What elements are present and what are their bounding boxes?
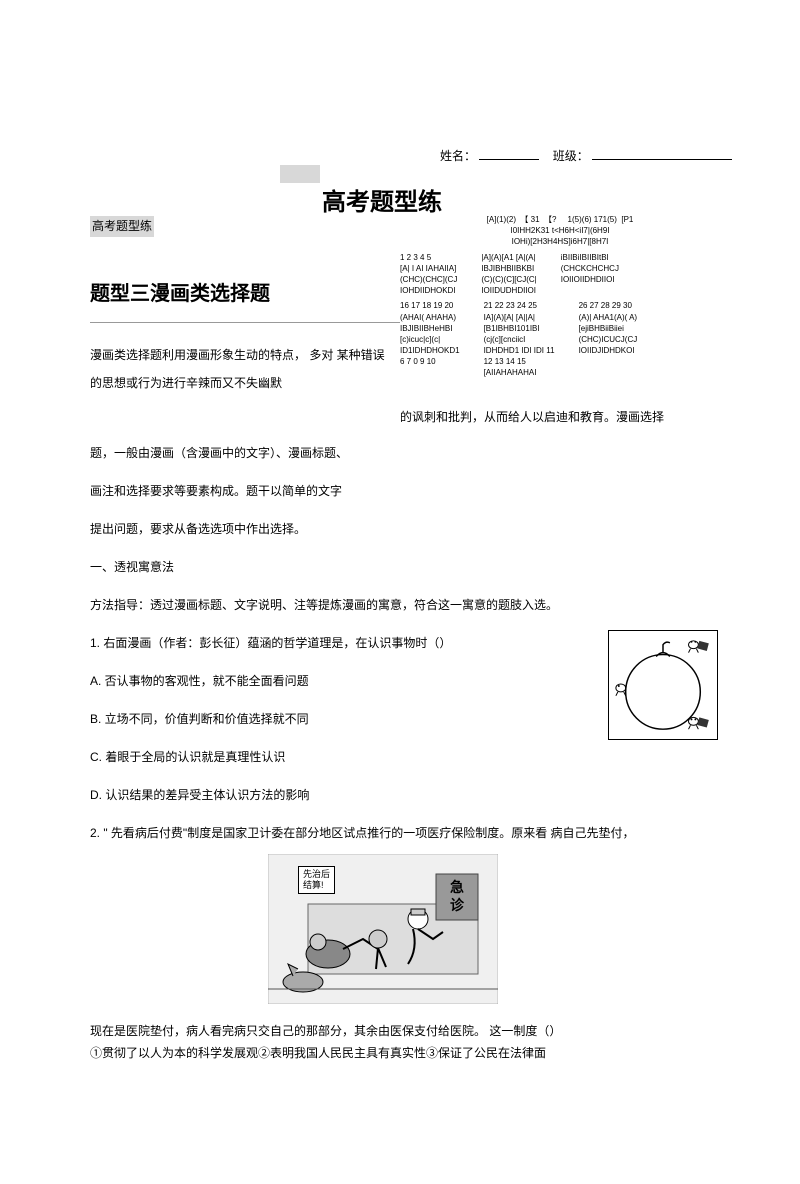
class-label: 班级： [553,149,589,163]
paragraph-1: 漫画类选择题利用漫画形象生动的特点， 多对 某种错误 [90,346,410,365]
noise-t: IOIIOIIDHDIIOI [561,274,619,285]
hospital-cartoon-image: 急 诊 先治后 结算! [268,854,498,1004]
noise-t: 1 2 3 4 5 [400,252,457,263]
noise-t: (AHAI( AHAHA) [400,312,460,323]
paragraph-5: 提出问题，要求从备选选项中作出选择。 [90,520,710,539]
noise-r2col1: 16 17 18 19 20 (AHAI( AHAHA) IBJIBIIBHeH… [400,300,460,378]
noise-t: IBJIBHBIIBKBI [481,263,536,274]
noise-t: IOHDIIDHOKDI [400,285,457,296]
svg-text:诊: 诊 [450,897,465,913]
noise-t: (CHC)(CHC](CJ [400,274,457,285]
noise-t: 12 13 14 15 [484,356,555,367]
noise-r2col2: 21 22 23 24 25 IA](A)[A| [A||A| [B1IBHBI… [484,300,555,378]
paragraph-3: 题，一般由漫画（含漫画中的文字）、漫画标题、 [90,444,710,463]
option-b: B. 立场不同，价值判断和价值选择就不同 [90,710,610,729]
class-blank [592,146,732,160]
paragraph-7: 方法指导：透过漫画标题、文字说明、注等提炼漫画的寓意，符合这一寓意的题肢入选。 [90,596,710,615]
noise-r2col3: 26 27 28 29 30 (A)| AHA1(A)( A) [ejiBHBi… [579,300,638,378]
noise-l1: [A](1)(2) 【 31 【? 1(5)(6) 171(5) [P1 [400,214,720,225]
section-title: 题型三漫画类选择题 [90,278,270,310]
sign-text: 先治后 结算! [298,866,335,894]
noise-col2: |A](A)[A1 [A|(A| IBJIBHBIIBKBI (C)(C)(C]… [481,252,536,297]
noise-t: 26 27 28 29 30 [579,300,638,311]
option-c: C. 着眼于全局的认识就是真理性认识 [90,748,610,767]
noise-t: 21 22 23 24 25 [484,300,555,311]
svg-text:急: 急 [450,879,464,895]
paragraph-8: 现在是医院垫付，病人看完病只交自己的那部分，其余由医保支付给医院。 这一制度（） [90,1022,710,1041]
noise-t: IOIIDUDHDIIOI [481,285,536,296]
noise-t: [AIIAHAHAHAI [484,367,555,378]
option-d: D. 认识结果的差异受主体认识方法的影响 [90,786,610,805]
noise-t: IOIIDJIDHDKOI [579,345,638,356]
noise-col1: 1 2 3 4 5 [A| I AI IAHAIIA] (CHC)(CHC](C… [400,252,457,297]
noise-t: [A| I AI IAHAIIA] [400,263,457,274]
noise-t: (A)| AHA1(A)( A) [579,312,638,323]
side-label: 高考题型练 [90,216,154,237]
sign-l1: 先治后 [303,869,330,880]
noise-t: [B1IBHBI101IBI [484,323,555,334]
noise-t: IA](A)[A| [A||A| [484,312,555,323]
option-a: A. 否认事物的客观性，就不能全面看问题 [90,672,610,691]
noise-t: (CHC)ICUCJ(CJ [579,334,638,345]
name-blank [479,146,539,160]
paragraph-4: 画注和选择要求等要素构成。题干以简单的文字 [90,482,710,501]
name-label: 姓名： [440,149,476,163]
noise-t: [c)icuc|c](c| [400,334,460,345]
question-2: 2. " 先看病后付费"制度是国家卫计委在部分地区试点推行的一项医疗保险制度。原… [90,824,710,843]
noise-t: 16 17 18 19 20 [400,300,460,311]
noise-l3: IOHi)[2H3H4HS]i6H7|[8H7I [400,236,720,247]
noise-t: (CHCKCHCHCJ [561,263,619,274]
noise-t: IDHDHD1 IDI IDI 11 [484,345,555,356]
apple-cartoon-image [608,630,718,740]
noise-t: iBIIBiIBIIBItBI [561,252,619,263]
noise-col3: iBIIBiIBIIBItBI (CHCKCHCHCJ IOIIOIIDHDII… [561,252,619,297]
divider-line [90,322,400,323]
header-line: 姓名： 班级： [440,146,732,166]
noise-t: (cj(c][cnciicI [484,334,555,345]
paragraph-6: 一、透视寓意法 [90,558,710,577]
noise-t: |A](A)[A1 [A|(A| [481,252,536,263]
noise-t: IBJIBIIBHeHBI [400,323,460,334]
noise-l2: I0IHH2K31 t<H6H<iI7|(6H9I [400,225,720,236]
noise-t: (C)(C)(C][CJ(C| [481,274,536,285]
answer-sheet-noise: [A](1)(2) 【 31 【? 1(5)(6) 171(5) [P1 I0I… [400,214,720,379]
paragraph-2: 的讽刺和批判，从而给人以启迪和教育。漫画选择 [400,408,720,427]
paragraph-1b: 的思想或行为进行辛辣而又不失幽默 [90,374,410,393]
gray-box-decor [280,165,320,183]
paragraph-9: ①贯彻了以人为本的科学发展观②表明我国人民民主具有真实性③保证了公民在法律面 [90,1044,710,1063]
noise-t: [ejiBHBiiBiiei [579,323,638,334]
question-1: 1. 右面漫画（作者：彭长征）蕴涵的哲学道理是，在认识事物时（） [90,634,610,653]
sign-l2: 结算! [303,880,330,891]
